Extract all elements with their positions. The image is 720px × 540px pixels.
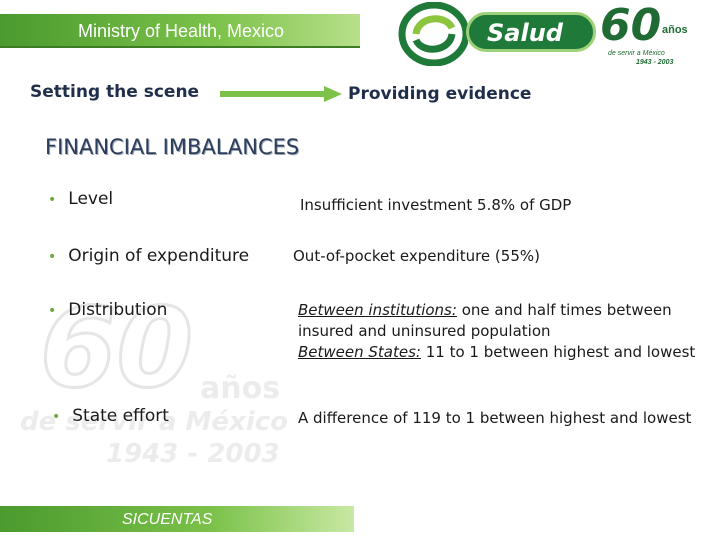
list-item: • Level — [48, 189, 113, 209]
distribution-institutions-text: one and half times between insured and u… — [298, 301, 672, 340]
section-title: FINANCIAL IMBALANCES — [45, 135, 300, 159]
right-arrow-icon — [220, 86, 342, 102]
row-value-distribution: Between institutions: one and half times… — [298, 300, 708, 363]
footer-label: SICUENTAS — [122, 511, 213, 528]
logo-anniversary: 60 — [600, 0, 662, 51]
bullet-dot-icon: • — [48, 303, 57, 319]
bullet-dot-icon: • — [52, 409, 61, 425]
watermark-sixty: 60 — [40, 290, 193, 412]
row-value: Insufficient investment 5.8% of GDP — [300, 196, 572, 214]
row-label: Distribution — [68, 300, 168, 320]
logo-subtitle: de servir a México — [608, 50, 665, 57]
flow-right-label: Providing evidence — [348, 84, 532, 104]
logo-anos: años — [662, 24, 688, 36]
bullet-dot-icon: • — [48, 249, 57, 265]
distribution-institutions-label: Between institutions: — [298, 301, 457, 319]
row-value: Out-of-pocket expenditure (55%) — [293, 247, 540, 265]
title-banner: Ministry of Health, Mexico — [0, 14, 360, 48]
row-label: State effort — [72, 406, 169, 426]
flow-left-label: Setting the scene — [30, 82, 200, 102]
row-value: A difference of 119 to 1 between highest… — [298, 409, 692, 427]
row-label: Level — [68, 189, 114, 209]
swirl-logo-icon — [398, 2, 468, 66]
distribution-states-label: Between States: — [298, 343, 421, 361]
watermark-de-servir: de servir a México — [20, 407, 288, 437]
list-item: • State effort — [52, 406, 169, 426]
logo-name: Salud — [487, 19, 563, 47]
watermark-years: 1943 - 2003 — [106, 439, 280, 469]
anniversary-watermark: 60 años de servir a México 1943 - 2003 — [20, 290, 288, 469]
logo-years: 1943 - 2003 — [636, 59, 674, 66]
footer-bar: SICUENTAS — [0, 506, 354, 532]
row-label: Origin of expenditure — [68, 246, 250, 266]
list-item: • Distribution — [48, 300, 167, 320]
banner-title: Ministry of Health, Mexico — [78, 21, 285, 41]
list-item: • Origin of expenditure — [48, 246, 249, 266]
watermark-anos: años — [200, 371, 280, 406]
salud-logo: Salud 60 años de servir a México 1943 - … — [396, 0, 720, 68]
distribution-states-text: 11 to 1 between highest and lowest — [420, 343, 696, 361]
logo-badge: Salud — [466, 12, 596, 52]
bullet-dot-icon: • — [48, 192, 57, 208]
